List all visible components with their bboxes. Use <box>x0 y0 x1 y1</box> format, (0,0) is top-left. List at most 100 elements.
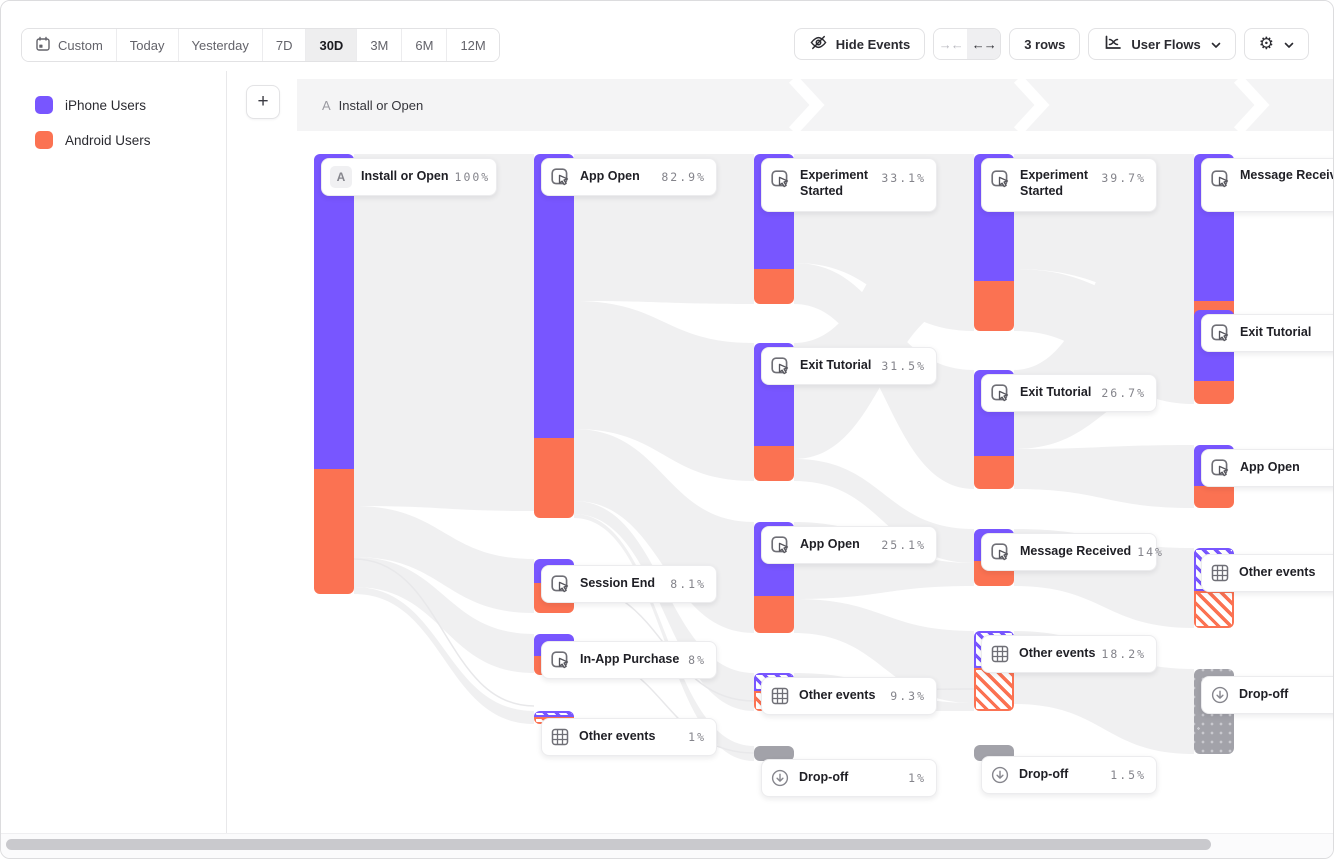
date-range-7d[interactable]: 7D <box>262 29 307 61</box>
drop-off-icon <box>770 768 790 788</box>
flow-node-card[interactable]: Drop-off 1% <box>761 759 937 797</box>
chevron-separator-icon <box>788 79 825 131</box>
click-event-icon <box>1210 323 1231 344</box>
path-breadcrumb-bar[interactable]: A Install or Open <box>297 79 1333 131</box>
flow-node-label: In-App Purchase <box>580 652 680 667</box>
flow-node-card[interactable]: Exit Tutorial 31.5% <box>761 347 937 385</box>
flow-node-card[interactable]: Other events <box>1201 554 1333 592</box>
flow-node-percent: 39.7% <box>1101 171 1146 185</box>
horizontal-scrollbar-thumb[interactable] <box>6 839 1211 850</box>
flow-node-card[interactable]: Experiment Started 39.7% <box>981 158 1157 212</box>
date-range-12m[interactable]: 12M <box>447 29 499 61</box>
click-event-icon <box>550 650 571 671</box>
flow-node-label: Other events <box>799 688 876 703</box>
arrows-outward-icon: ←→ <box>971 36 997 52</box>
flow-node-percent: 25.1% <box>881 538 926 552</box>
flow-node-label: App Open <box>800 537 860 552</box>
click-event-icon <box>770 535 791 556</box>
flow-node-percent: 31.5% <box>881 359 926 373</box>
flow-node-label: Message Received <box>1240 168 1333 182</box>
breadcrumb: A Install or Open <box>322 79 423 131</box>
flow-node-percent: 9.3% <box>890 689 926 703</box>
flow-node-card[interactable]: Other events 1% <box>541 718 717 756</box>
click-event-icon <box>1210 458 1231 479</box>
date-range-today[interactable]: Today <box>116 29 179 61</box>
date-range-3m[interactable]: 3M <box>357 29 403 61</box>
flow-node-label: Session End <box>580 576 656 591</box>
rows-button[interactable]: 3 rows <box>1009 28 1081 60</box>
flow-node-card[interactable]: Drop-off <box>1201 676 1333 714</box>
flow-node-label: App Open <box>1240 460 1300 475</box>
grid-events-icon <box>550 727 570 747</box>
expand-columns-button[interactable]: ←→ <box>967 29 1001 59</box>
chevron-separator-icon <box>1013 79 1050 131</box>
legend-label: Android Users <box>65 132 151 148</box>
flow-node-percent: 1% <box>908 771 926 785</box>
date-range-selector: Custom Today Yesterday 7D 30D 3M 6M 12M <box>21 28 500 62</box>
flow-node-card[interactable]: App Open 25.1% <box>761 526 937 564</box>
click-event-icon <box>550 574 571 595</box>
flow-node-card[interactable]: Exit Tutorial <box>1201 314 1333 352</box>
click-event-icon <box>1210 169 1231 190</box>
flow-node-label: Exit Tutorial <box>800 358 872 373</box>
date-range-6m[interactable]: 6M <box>402 29 448 61</box>
date-range-30d[interactable]: 30D <box>306 29 358 61</box>
flow-node-percent: 8% <box>688 653 706 667</box>
flow-node-percent: 82.9% <box>661 170 706 184</box>
flow-node-label: Other events <box>1239 565 1316 580</box>
step-letter-badge: A <box>330 166 352 188</box>
date-range-label: Custom <box>58 37 103 53</box>
flow-chart-icon <box>1103 35 1123 54</box>
calendar-icon <box>35 36 51 55</box>
date-range-yesterday[interactable]: Yesterday <box>178 29 263 61</box>
flow-node-card[interactable]: In-App Purchase 8% <box>541 641 717 679</box>
chevron-down-icon <box>1211 37 1221 52</box>
grid-events-icon <box>1210 563 1230 583</box>
toolbar-right-group: Hide Events →← ←→ 3 rows User Flows ⚙ <box>793 28 1309 60</box>
click-event-icon <box>990 383 1011 404</box>
flow-node-label: Drop-off <box>799 770 849 785</box>
view-selector-label: User Flows <box>1131 36 1201 52</box>
drop-off-icon <box>990 765 1010 785</box>
flow-node-percent: 100% <box>454 170 491 184</box>
legend-item-android-users[interactable]: Android Users <box>35 131 226 149</box>
flow-node-card[interactable]: Exit Tutorial 26.7% <box>981 374 1157 412</box>
grid-events-icon <box>990 644 1010 664</box>
legend-item-iphone-users[interactable]: iPhone Users <box>35 96 226 114</box>
flow-node-bar[interactable] <box>534 154 574 518</box>
flow-node-percent: 1.5% <box>1110 768 1146 782</box>
chevron-down-icon <box>1284 37 1294 52</box>
arrows-inward-icon: →← <box>938 36 964 52</box>
horizontal-scrollbar-track[interactable] <box>1 833 1333 858</box>
flow-node-card[interactable]: Message Received 14% <box>981 533 1162 571</box>
flow-node-card[interactable]: Drop-off 1.5% <box>981 756 1157 794</box>
drop-off-icon <box>1210 685 1230 705</box>
flow-node-card[interactable]: App Open <box>1201 449 1333 487</box>
segment-legend: iPhone Users Android Users <box>1 71 227 834</box>
flow-node-card[interactable]: Other events 9.3% <box>761 677 937 715</box>
click-event-icon <box>550 167 571 188</box>
flow-node-percent: 14% <box>1137 545 1164 559</box>
hide-events-button[interactable]: Hide Events <box>793 28 926 60</box>
flow-node-label: Install or Open <box>361 169 449 184</box>
top-toolbar: Custom Today Yesterday 7D 30D 3M 6M 12M … <box>1 1 1333 71</box>
flow-node-bar[interactable] <box>314 154 354 594</box>
flow-node-label: Experiment Started <box>800 168 869 198</box>
flow-node-card[interactable]: App Open 82.9% <box>541 158 717 196</box>
eye-off-icon <box>809 33 828 55</box>
flow-node-card[interactable]: Message Received <box>1201 158 1333 212</box>
flow-node-card[interactable]: Session End 8.1% <box>541 565 717 603</box>
click-event-icon <box>990 542 1011 563</box>
legend-label: iPhone Users <box>65 97 147 113</box>
settings-dropdown[interactable]: ⚙ <box>1243 28 1309 60</box>
flow-node-percent: 1% <box>688 730 706 744</box>
flow-node-card[interactable]: Other events 18.2% <box>981 635 1157 673</box>
view-selector-dropdown[interactable]: User Flows <box>1088 28 1236 60</box>
date-range-custom[interactable]: Custom <box>22 29 117 61</box>
collapse-columns-button[interactable]: →← <box>934 29 968 59</box>
flow-node-card[interactable]: A Install or Open 100% <box>321 158 497 196</box>
add-step-button[interactable]: + <box>246 85 280 119</box>
flow-node-bar[interactable] <box>754 746 794 761</box>
flow-node-card[interactable]: Experiment Started 33.1% <box>761 158 937 212</box>
